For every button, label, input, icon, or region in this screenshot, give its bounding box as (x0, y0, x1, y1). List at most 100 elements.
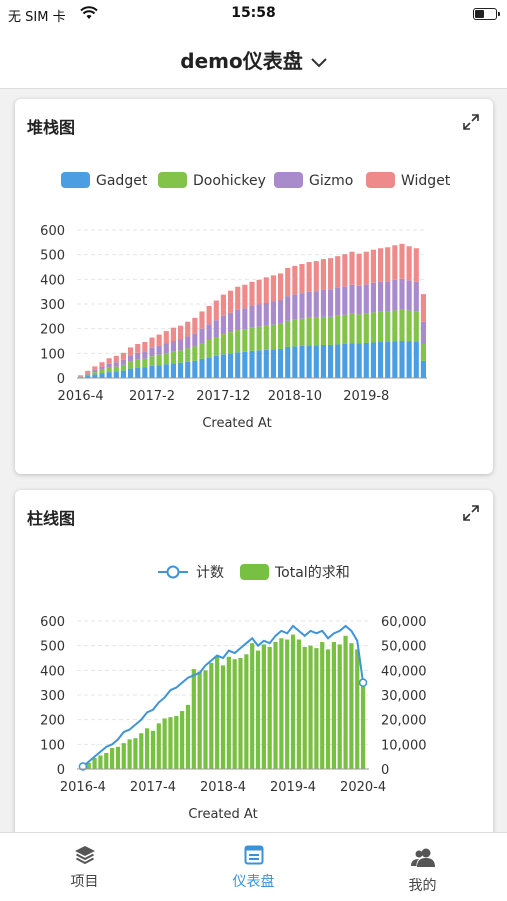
bar-segment (414, 282, 419, 312)
bar-segment (414, 342, 419, 378)
bar (128, 739, 132, 769)
bar-segment (92, 372, 97, 374)
bar (343, 636, 347, 769)
dashboard-icon (244, 845, 264, 865)
y-tick-label-left: 0 (57, 763, 65, 778)
status-time: 15:58 (0, 5, 507, 21)
bar-segment (285, 268, 290, 296)
bar-segment (142, 367, 147, 378)
bar-segment (271, 349, 276, 378)
bar-segment (307, 318, 312, 346)
bar-segment (314, 345, 319, 378)
bar-segment (221, 295, 226, 316)
bar-segment (371, 342, 376, 378)
bar (104, 753, 108, 769)
bar-segment (392, 245, 397, 280)
bar-segment (371, 283, 376, 313)
bar-segment (307, 292, 312, 318)
nav-header: demo仪表盘 (0, 30, 507, 89)
bar-segment (199, 343, 204, 359)
bar-segment (135, 344, 140, 353)
bar-segment (192, 318, 197, 334)
bar-segment (164, 364, 169, 378)
bar-segment (307, 262, 312, 292)
bar-segment (264, 303, 269, 326)
dashboard-switcher[interactable]: demo仪表盘 (0, 45, 507, 74)
bar (227, 657, 231, 769)
bar-segment (235, 352, 240, 378)
tab-projects[interactable]: 项目 (0, 833, 169, 901)
bar-segment (364, 313, 369, 343)
y-tick-label: 0 (57, 372, 65, 387)
x-tick-label: 2017-4 (130, 780, 176, 795)
bar-segment (385, 342, 390, 378)
bar-segment (328, 317, 333, 345)
bar-segment (407, 310, 412, 341)
bar-segment (242, 329, 247, 352)
bar-segment (307, 345, 312, 378)
bar (244, 654, 248, 769)
bar (273, 642, 277, 769)
bar-segment (357, 314, 362, 343)
bar-segment (142, 359, 147, 367)
bar-segment (149, 338, 154, 348)
bar-segment (407, 280, 412, 310)
bar (314, 648, 318, 769)
legend-swatch (240, 564, 269, 580)
bar (192, 669, 196, 769)
bar (303, 647, 307, 769)
bar-segment (349, 252, 354, 285)
bar (291, 635, 295, 769)
tab-dashboard[interactable]: 仪表盘 (169, 833, 338, 901)
bar-segment (149, 356, 154, 365)
bar-segment (228, 332, 233, 353)
bar-segment (421, 322, 426, 344)
bar-segment (99, 373, 104, 378)
bar-segment (321, 290, 326, 317)
y-tick-label: 200 (40, 323, 65, 338)
bar-segment (171, 363, 176, 378)
bar (355, 649, 359, 769)
bar-segment (192, 361, 197, 378)
bar-segment (171, 351, 176, 363)
bar-segment (342, 286, 347, 315)
y-tick-label: 500 (40, 249, 65, 264)
bar-segment (178, 363, 183, 378)
bar-segment (264, 350, 269, 378)
bar-segment (421, 294, 426, 322)
bar-segment (357, 254, 362, 286)
bar-segment (314, 291, 319, 318)
bar-segment (257, 327, 262, 351)
y-tick-label-left: 300 (40, 689, 65, 704)
legend-swatch (366, 172, 395, 188)
bar-segment (99, 370, 104, 373)
bar-segment (85, 371, 90, 373)
line-point (360, 679, 367, 686)
bar (285, 640, 289, 770)
bar-segment (328, 345, 333, 378)
tab-mine[interactable]: 我的 (338, 833, 507, 901)
bar (139, 733, 143, 769)
bar-segment (107, 358, 112, 363)
bar-segment (149, 348, 154, 356)
bar (98, 755, 102, 769)
y-tick-label-left: 100 (40, 738, 65, 753)
legend-label: Gadget (96, 173, 148, 189)
bar-segment (235, 330, 240, 352)
bar-segment (335, 316, 340, 345)
users-icon (411, 847, 435, 867)
bar-segment (235, 287, 240, 310)
bar-segment (228, 291, 233, 313)
bar-segment (278, 300, 283, 324)
bar (215, 656, 219, 769)
bar-segment (78, 375, 83, 376)
bar-segment (285, 347, 290, 378)
bar-segment (135, 368, 140, 378)
status-bar: 无 SIM 卡 15:58 (0, 0, 507, 30)
x-tick-label: 2017-2 (129, 389, 175, 404)
bar (198, 672, 202, 769)
bar-segment (249, 351, 254, 378)
bar-segment (407, 246, 412, 280)
x-tick-label: 2018-4 (200, 780, 246, 795)
